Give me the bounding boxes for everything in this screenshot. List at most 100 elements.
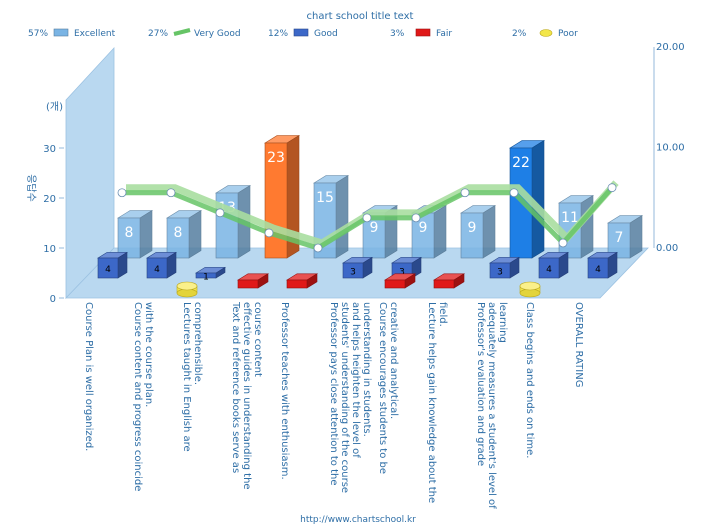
bar-excellent-side xyxy=(335,175,349,259)
data-label-good: 3 xyxy=(350,268,356,278)
data-label-good: 1 xyxy=(203,273,209,283)
point-poor-top xyxy=(176,281,198,291)
data-label-excellent: 9 xyxy=(419,220,428,236)
y2-tick-label: 20.00 xyxy=(656,42,685,53)
x-tick-label: Class begins and ends on time. xyxy=(524,302,535,458)
legend-label: Poor xyxy=(558,29,578,39)
bar-fair-front xyxy=(286,279,308,289)
legend-pct: 27% xyxy=(148,29,168,39)
data-label-excellent: 23 xyxy=(267,150,285,166)
bar-good-front xyxy=(195,272,217,279)
bar-fair-front xyxy=(237,279,259,289)
data-label-good: 3 xyxy=(399,268,405,278)
legend-pct: 2% xyxy=(512,29,527,39)
bar-fair-front xyxy=(384,279,406,289)
point-verygood xyxy=(117,188,127,198)
data-label-excellent: 8 xyxy=(174,225,183,241)
data-label-good: 4 xyxy=(595,265,601,275)
y-tick-label: 30 xyxy=(43,144,56,155)
bar-excellent-front xyxy=(460,212,484,259)
data-label-good: 4 xyxy=(546,265,552,275)
bar-fair-front xyxy=(433,279,455,289)
x-tick-label: Course content and progress coincidewith… xyxy=(132,302,154,491)
data-label-excellent: 9 xyxy=(370,220,379,236)
point-verygood xyxy=(166,188,176,198)
bar-excellent xyxy=(606,215,644,259)
data-label-excellent: 8 xyxy=(125,225,134,241)
bar-excellent-front xyxy=(117,217,141,259)
footer-url[interactable]: http://www.chartschool.kr xyxy=(300,515,416,525)
y-tick-label: 0 xyxy=(50,294,56,305)
bar-good-front xyxy=(587,257,609,279)
legend-pct: 3% xyxy=(390,29,405,39)
bar-excellent-side xyxy=(482,205,496,259)
x-tick-label: Professor pays close attention to thestu… xyxy=(328,302,372,493)
bar-good-front xyxy=(538,257,560,279)
bar-excellent-front xyxy=(166,217,190,259)
y2-tick-label: 10.00 xyxy=(656,143,685,154)
bar-excellent xyxy=(165,210,203,259)
bar-excellent-side xyxy=(139,210,153,259)
point-verygood xyxy=(362,213,372,223)
bar-fair xyxy=(236,273,270,289)
point-poor xyxy=(176,281,198,298)
y-tick-label: 20 xyxy=(43,194,56,205)
x-tick-label: Course Plan is well organized. xyxy=(83,302,94,451)
legend-swatch xyxy=(53,28,69,37)
data-label-excellent: 15 xyxy=(316,190,334,206)
point-verygood xyxy=(215,208,225,218)
data-label-excellent: 11 xyxy=(561,210,579,226)
legend-label: Very Good xyxy=(194,29,241,39)
bar-good-front xyxy=(146,257,168,279)
bar-excellent-side xyxy=(629,215,643,259)
point-verygood xyxy=(558,238,568,248)
legend-label: Fair xyxy=(436,29,452,39)
chart-title: chart school title text xyxy=(307,11,414,22)
bar-excellent-side xyxy=(580,195,594,259)
x-tick-label: OVERALL RATING xyxy=(573,302,584,387)
legend-swatch xyxy=(415,28,431,37)
bar-excellent xyxy=(116,210,154,259)
bar-excellent-front xyxy=(607,222,631,259)
data-label-excellent: 7 xyxy=(615,230,624,246)
data-label-good: 4 xyxy=(154,265,160,275)
legend-swatch-disk xyxy=(539,29,553,37)
legend-pct: 12% xyxy=(268,29,288,39)
data-label-good: 3 xyxy=(497,268,503,278)
point-verygood xyxy=(264,228,274,238)
legend-label: Excellent xyxy=(74,29,116,39)
legend-label: Good xyxy=(314,29,338,39)
line-verygood-shade xyxy=(126,180,619,247)
legend-swatch xyxy=(293,28,309,37)
bar-good xyxy=(341,256,374,279)
y2-tick-label: 0.00 xyxy=(656,243,678,254)
bar-good-front xyxy=(489,262,511,279)
bar-good xyxy=(488,256,521,279)
point-poor-top xyxy=(519,281,541,291)
x-tick-label: Professor's evaluation and gradeadequate… xyxy=(475,302,508,509)
point-verygood xyxy=(509,188,519,198)
bar-good xyxy=(586,251,619,279)
data-label-excellent: 9 xyxy=(468,220,477,236)
bar-excellent-side xyxy=(188,210,202,259)
point-verygood xyxy=(313,243,323,253)
bar-fair xyxy=(432,273,466,289)
legend-swatch-line xyxy=(173,28,191,36)
x-tick-label: Course encourages students to becreative… xyxy=(377,302,399,474)
bar-fair xyxy=(383,273,417,289)
bar-good-front xyxy=(342,262,364,279)
x-tick-label: Lecture helps gain knowledge about thefi… xyxy=(426,302,448,503)
bar-fair xyxy=(285,273,319,289)
y-axis-label: 응답수 xyxy=(25,174,37,202)
bar-good xyxy=(194,266,227,279)
y-tick-label: 10 xyxy=(43,244,56,255)
legend: 57% Excellent 27% Very Good 12% Good 3% Fair 2% P… xyxy=(28,28,578,39)
bar-excellent xyxy=(459,205,497,259)
bar-good xyxy=(537,251,570,279)
bar-good xyxy=(145,251,178,279)
bar-good-front xyxy=(97,257,119,279)
x-tick-label: Professor teaches with enthusiasm. xyxy=(279,302,290,480)
point-verygood xyxy=(460,188,470,198)
